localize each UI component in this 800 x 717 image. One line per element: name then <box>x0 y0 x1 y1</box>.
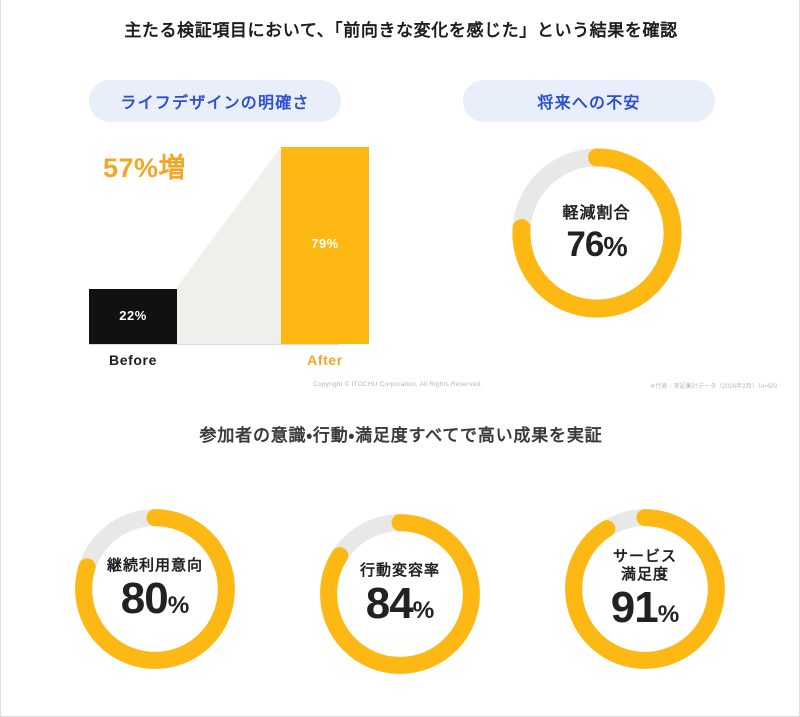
bar-after-value: 79% <box>311 236 339 251</box>
donut-gauge-service-satisfaction-label: サービス 満足度 <box>612 548 677 583</box>
bar-before-value: 22% <box>119 308 147 323</box>
copyright-text: Copyright © ITOCHU Corporation. All Righ… <box>313 381 483 388</box>
donut-gauge-continued-use-label: 継続利用意向 <box>106 557 203 574</box>
donut-value-number: 91 <box>610 583 659 632</box>
donut-value-arc <box>320 514 480 674</box>
section-pill-life-design: ライフデザインの明確さ <box>89 80 341 122</box>
before-after-bar-chart: 57%増 22% Before 79% After <box>89 140 369 380</box>
donut-center-content: 行動変容率 84% <box>315 509 485 679</box>
donut-center-content: サービス 満足度 91% <box>560 504 730 674</box>
donut-gauge-continued-use-value: 80% <box>121 577 189 621</box>
donut-gauge-continued-use-svg <box>75 509 235 669</box>
donut-gauge-reduction-rate: 軽減割合 76% <box>507 143 687 323</box>
donut-center-content: 軽減割合 76% <box>507 143 687 323</box>
donut-gauge-continued-use: 継続利用意向 80% <box>70 504 240 674</box>
section-pill-future-anxiety: 将来への不安 <box>463 80 715 122</box>
donut-value-arc <box>511 148 682 318</box>
donut-value-unit: % <box>603 231 627 263</box>
donut-gauge-service-satisfaction-value: 91% <box>611 586 679 630</box>
donut-gauge-reduction-rate-svg <box>511 148 682 318</box>
section-pill-life-design-label: ライフデザインの明確さ <box>120 95 310 112</box>
donut-value-unit: % <box>412 597 435 624</box>
donut-gauge-behavior-change: 行動変容率 84% <box>315 509 485 679</box>
bar-baseline <box>89 344 339 345</box>
bar-before: 22% Before <box>89 289 177 368</box>
donut-value-unit: % <box>657 601 680 628</box>
donut-value-arc <box>75 509 235 669</box>
page-title: 主たる検証項目において、「前向きな変化を感じた」という結果を確認 <box>124 21 678 40</box>
section-pill-future-anxiety-label: 将来への不安 <box>537 95 641 112</box>
section-subtitle: 参加者の意識・行動・満足度すべてで高い成果を実証 <box>199 426 603 445</box>
donut-value-number: 84 <box>365 579 414 628</box>
donut-gauge-reduction-rate-label: 軽減割合 <box>562 204 631 222</box>
donut-gauge-behavior-change-svg <box>320 514 480 674</box>
donut-value-unit: % <box>167 592 190 619</box>
donut-gauge-reduction-rate-value: 76% <box>566 225 627 265</box>
bar-connector-shape <box>177 147 281 344</box>
donut-value-arc <box>565 509 725 669</box>
donut-center-content: 継続利用意向 80% <box>70 504 240 674</box>
donut-gauge-service-satisfaction-svg <box>565 509 725 669</box>
donut-gauge-behavior-change-label: 行動変容率 <box>359 562 440 579</box>
donut-value-number: 76 <box>566 225 604 265</box>
donut-gauge-service-satisfaction: サービス 満足度 91% <box>560 504 730 674</box>
uplift-annotation: 57%増 <box>103 153 187 183</box>
bar-before-label: Before <box>109 352 157 368</box>
bar-after: 79% After <box>281 147 369 368</box>
source-note-text: ※代表：実証集計データ（2026年2月）（n=50） <box>650 384 781 390</box>
donut-value-number: 80 <box>120 574 169 623</box>
donut-gauge-behavior-change-value: 84% <box>366 582 434 626</box>
bar-after-label: After <box>307 352 343 368</box>
